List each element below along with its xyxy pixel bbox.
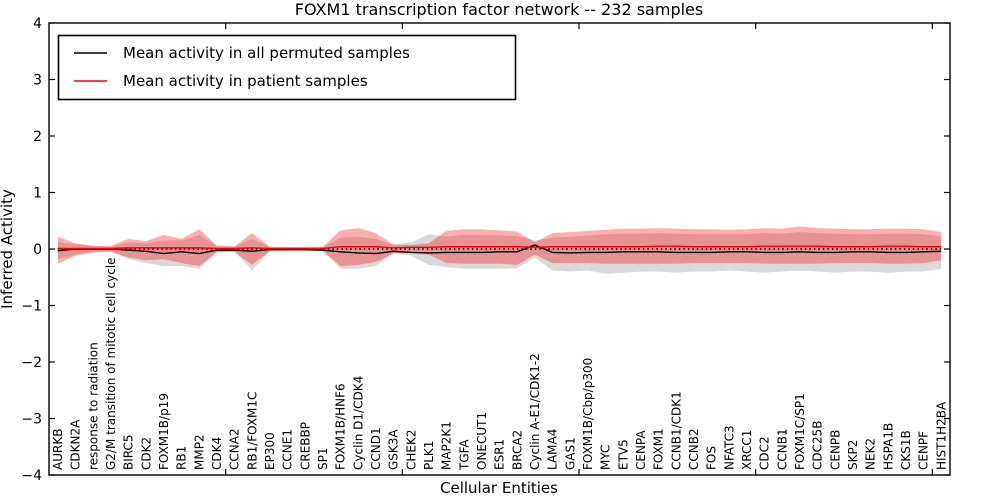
entity-label: Cyclin D1/CDK4 <box>351 376 365 470</box>
entity-label: CCNE1 <box>281 429 295 470</box>
entity-label: CDK4 <box>210 437 224 470</box>
entity-label: CENPA <box>634 430 648 470</box>
entity-label: ONECUT1 <box>475 412 489 470</box>
legend-label-permuted: Mean activity in all permuted samples <box>123 44 410 62</box>
y-tick-label: −4 <box>21 468 42 484</box>
entity-label: RB1/FOXM1C <box>245 392 259 470</box>
entity-label: CCNB1 <box>775 428 789 470</box>
permuted-mean-line <box>57 244 942 255</box>
entity-label: CENPB <box>828 430 842 470</box>
entity-label: AURKB <box>51 429 65 470</box>
y-tick-label: −3 <box>21 412 42 428</box>
entity-label: FOXM1 <box>652 428 666 470</box>
plot-area: −4 −3 −2 −1 0 1 2 3 4 AURKB CDKN2A response to radi… <box>21 16 951 484</box>
entity-label: HSPA1B <box>881 423 895 470</box>
entity-label: FOXM1B/Cbp/p300 <box>581 358 595 470</box>
entity-label: CKS1B <box>899 430 913 470</box>
entity-label: RB1 <box>175 446 189 470</box>
entity-label: MAP2K1 <box>440 421 454 470</box>
y-tick-label: 3 <box>33 73 42 89</box>
entity-label: LAMA4 <box>546 429 560 470</box>
entity-label: G2/M transition of mitotic cell cycle <box>104 257 118 470</box>
entity-label: GSK3A <box>387 429 401 470</box>
entity-label: Cyclin A-E1/CDK1-2 <box>528 353 542 470</box>
entity-label: FOS <box>705 446 719 470</box>
entity-label: XRCC1 <box>740 430 754 470</box>
entity-label: CCNB1/CDK1 <box>669 391 683 470</box>
entity-label: TGFA <box>457 439 471 471</box>
entity-label: CDKN2A <box>69 419 83 470</box>
entity-label: FOXM1C/SP1 <box>793 393 807 470</box>
entity-label: BRCA2 <box>510 430 524 470</box>
y-axis-label: Inferred Activity <box>0 189 16 309</box>
entity-label: CCND1 <box>369 427 383 470</box>
entity-label: CHEK2 <box>404 430 418 471</box>
y-tick-label: 4 <box>33 16 42 32</box>
entity-label: CDC25B <box>811 421 825 471</box>
entity-label: NEK2 <box>864 438 878 470</box>
chart-title: FOXM1 transcription factor network -- 23… <box>295 0 703 19</box>
entity-label: CDK2 <box>139 437 153 470</box>
y-tick-label: 2 <box>33 129 42 145</box>
y-tick-label: −1 <box>21 299 42 315</box>
entity-label: CDC2 <box>758 436 772 470</box>
entity-label: CENPF <box>917 431 931 470</box>
entity-label: ETV5 <box>616 439 630 470</box>
y-tick-label: −2 <box>21 355 42 371</box>
patient-mean-line <box>57 245 942 250</box>
entity-label: CCNA2 <box>228 428 242 470</box>
legend: Mean activity in all permuted samples Me… <box>57 34 517 101</box>
permuted-std-band <box>57 232 942 274</box>
entity-label: SKP2 <box>846 440 860 470</box>
entity-label: MYC <box>599 445 613 470</box>
entity-label: FOXM1B/HNF6 <box>334 383 348 470</box>
entity-label: EP300 <box>263 432 277 470</box>
entity-label: GAS1 <box>563 437 577 470</box>
entity-label: BIRC5 <box>122 434 136 470</box>
entity-label: FOXM1B/p19 <box>157 393 171 470</box>
entity-label: HIST1H2BA <box>934 401 948 470</box>
y-tick-label: 1 <box>33 186 42 202</box>
entity-label: CCNB2 <box>687 428 701 470</box>
legend-label-patient: Mean activity in patient samples <box>123 72 368 90</box>
entity-label: response to radiation <box>86 342 100 470</box>
entity-label: SP1 <box>316 448 330 471</box>
entity-label: ESR1 <box>493 439 507 470</box>
entity-label: NFATC3 <box>722 425 736 470</box>
legend-box <box>57 34 517 101</box>
x-axis-label: Cellular Entities <box>440 479 558 497</box>
y-tick-label: 0 <box>33 242 42 258</box>
entity-label: CREBBP <box>298 422 312 470</box>
entity-label: PLK1 <box>422 441 436 470</box>
entity-label: MMP2 <box>192 434 206 470</box>
